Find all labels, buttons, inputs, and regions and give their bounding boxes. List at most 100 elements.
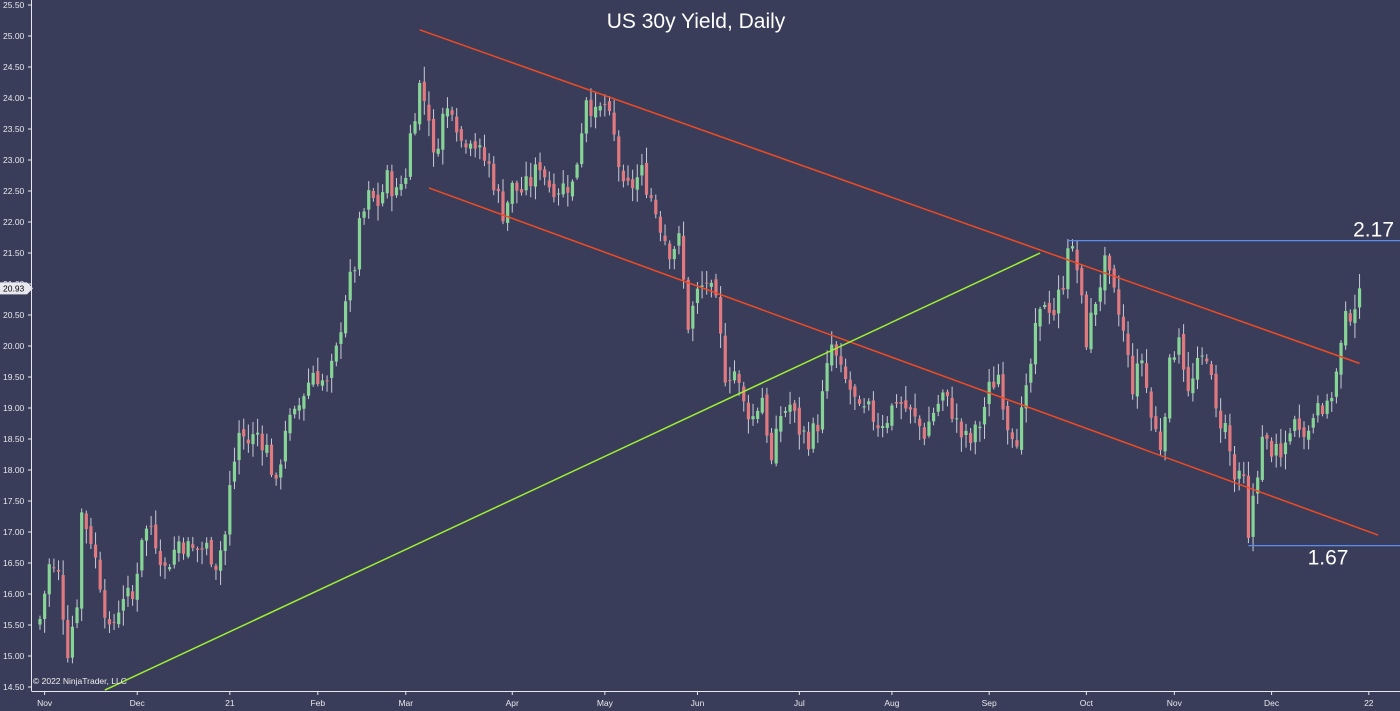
candle (654, 194, 658, 219)
channel-lower-line (428, 187, 1379, 536)
candle (552, 173, 556, 203)
candle (1019, 396, 1024, 455)
candle (181, 537, 186, 560)
candle (742, 381, 746, 412)
candle-body-up (357, 218, 362, 270)
candle (570, 179, 575, 201)
candle (260, 425, 264, 466)
candle-body-up (306, 382, 311, 396)
candle-body-down (464, 143, 468, 148)
candle-body-down (538, 162, 542, 171)
candle (1251, 483, 1255, 552)
candle (431, 109, 436, 167)
candle-body-up (955, 418, 959, 420)
candle (515, 180, 519, 204)
candle (982, 397, 987, 440)
candle (422, 66, 426, 115)
candle (760, 387, 764, 415)
candle-body-down (98, 559, 102, 590)
candle-body-up (598, 105, 602, 111)
candle (848, 371, 852, 405)
candle-body-up (1094, 303, 1098, 315)
candle-body-down (913, 407, 917, 417)
candle-body-down (1080, 268, 1084, 296)
candle (640, 153, 644, 186)
candle-body-up (1200, 355, 1204, 357)
candle (47, 558, 51, 607)
candle (635, 164, 639, 202)
candle-body-up (339, 332, 343, 344)
candle (950, 386, 954, 423)
candle (316, 357, 320, 387)
candle (144, 525, 149, 556)
candle-body-up (251, 434, 255, 445)
candle (890, 403, 894, 431)
candle-body-up (117, 612, 121, 625)
candle-body-down (1279, 443, 1283, 458)
y-tick-label: 18.00 (3, 465, 25, 475)
last-price-marker (0, 282, 33, 295)
candle-body-up (334, 345, 338, 362)
candle (66, 605, 70, 663)
y-tick-label: 22.00 (3, 217, 25, 227)
candle-body-up (445, 108, 450, 117)
candle-body-down (848, 379, 852, 390)
candle-body-up (126, 587, 130, 597)
x-tick-label: Feb (310, 698, 325, 708)
candle (195, 546, 200, 563)
candle-body-down (52, 567, 56, 569)
y-tick-label: 25.00 (3, 31, 25, 41)
candle (501, 179, 505, 225)
candle-body-up (218, 550, 223, 571)
candle (246, 424, 250, 453)
candle (343, 295, 348, 338)
candle (1293, 415, 1297, 437)
candle (931, 407, 936, 426)
candle (353, 266, 357, 283)
candle-body-up (1339, 342, 1343, 375)
candle (691, 301, 695, 342)
candle (1131, 343, 1135, 400)
candle-body-up (1260, 436, 1264, 480)
candle-body-down (834, 344, 838, 356)
candle-body-down (769, 432, 774, 461)
candle-body-up (709, 282, 713, 287)
candle (52, 558, 56, 573)
candle (913, 393, 917, 424)
candle-body-up (404, 177, 408, 184)
candle (723, 322, 727, 387)
candle-body-up (1033, 322, 1038, 365)
candle-body-up (1019, 407, 1024, 450)
candle (1246, 461, 1251, 544)
candle (1214, 365, 1218, 418)
candle (362, 207, 366, 225)
candle-body-up (348, 271, 352, 301)
candle (1265, 432, 1269, 450)
candle (158, 539, 162, 577)
candle (922, 422, 926, 446)
candle (797, 397, 801, 450)
candle-body-up (640, 165, 644, 176)
candle-body-down (1242, 474, 1246, 477)
candle (589, 88, 593, 128)
candle (404, 168, 408, 189)
candle-body-down (1131, 355, 1135, 395)
candle (783, 406, 788, 418)
candle-body-up (575, 164, 579, 178)
candle-body-up (1357, 288, 1362, 308)
x-tick-label: 21 (225, 698, 235, 708)
candle (1307, 425, 1311, 450)
candle (543, 166, 547, 186)
candle-body-up (172, 549, 176, 565)
candle (191, 536, 195, 552)
candle-body-down (1182, 334, 1186, 370)
y-tick-label: 20.50 (3, 310, 25, 320)
candle (251, 422, 255, 457)
candle-body-up (1237, 470, 1241, 479)
candle (737, 370, 741, 396)
candle-body-up (931, 412, 936, 422)
candle-body-down (644, 162, 649, 195)
candle-body-up (1066, 248, 1070, 290)
y-tick-label: 24.50 (3, 62, 25, 72)
candle (1029, 358, 1033, 393)
